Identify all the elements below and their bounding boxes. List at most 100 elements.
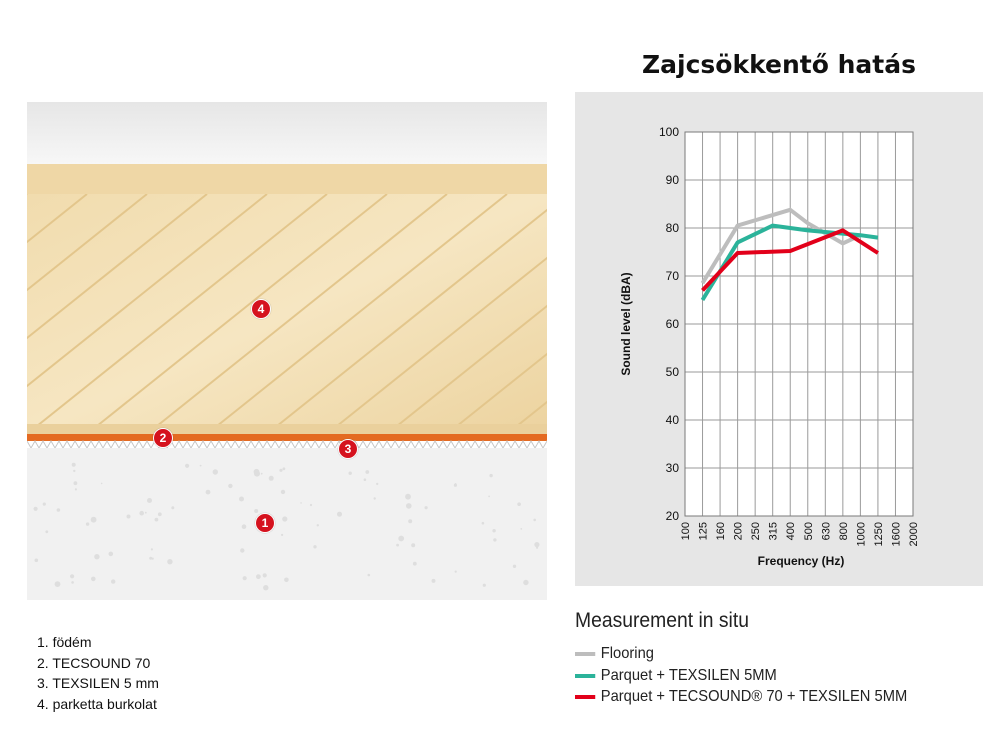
concrete-aggregate <box>365 470 370 474</box>
concrete-aggregate <box>517 502 521 507</box>
concrete-aggregate <box>405 493 411 500</box>
legend-swatch <box>575 652 596 656</box>
y-tick-label: 30 <box>666 461 680 475</box>
series-line-2 <box>700 223 879 302</box>
concrete-aggregate <box>212 469 218 475</box>
plank-seam <box>27 194 268 388</box>
legend-label: Parquet + TEXSILEN 5MM <box>600 667 777 684</box>
concrete-aggregate <box>512 564 517 568</box>
layer-badge-4: 4 <box>251 299 271 319</box>
concrete-aggregate <box>284 577 289 583</box>
y-tick-label: 50 <box>666 365 680 379</box>
plank-seam <box>27 194 328 434</box>
concrete-aggregate <box>348 471 352 475</box>
concrete-aggregate <box>74 488 77 491</box>
plank-seam <box>27 194 88 244</box>
concrete-aggregate <box>534 542 540 548</box>
legend-title: Measurement in situ <box>575 609 749 632</box>
concrete-aggregate <box>406 503 412 509</box>
concrete-aggregate <box>256 574 261 580</box>
concrete-aggregate <box>157 512 162 517</box>
concrete-aggregate <box>262 573 267 578</box>
x-tick-label: 315 <box>768 522 780 540</box>
x-tick-label: 125 <box>698 522 710 540</box>
concrete-aggregate <box>520 528 523 530</box>
x-tick-label: 1250 <box>873 522 885 546</box>
y-tick-label: 60 <box>666 317 680 331</box>
concrete-aggregate <box>108 551 114 557</box>
parquet-edge <box>27 164 547 194</box>
concrete-aggregate <box>373 497 376 500</box>
y-axis-title: Sound level (dBA) <box>619 272 633 375</box>
layer-legend-item: 3. TEXSILEN 5 mm <box>37 675 159 691</box>
concrete-aggregate <box>34 558 39 563</box>
concrete-aggregate <box>242 576 247 581</box>
concrete-aggregate <box>337 511 342 517</box>
concrete-aggregate <box>280 489 286 495</box>
concrete-aggregate <box>533 518 536 522</box>
y-tick-label: 40 <box>666 413 680 427</box>
concrete-aggregate <box>493 538 497 542</box>
concrete-aggregate <box>268 475 274 481</box>
concrete-aggregate <box>489 473 493 478</box>
series-line-1 <box>700 207 862 285</box>
concrete-aggregate <box>363 478 367 482</box>
concrete-aggregate <box>482 583 486 587</box>
legend-item-parquet-tecsound-texsilen: Parquet + TECSOUND® 70 + TEXSILEN 5MM <box>575 688 907 706</box>
wall-background <box>27 102 547 164</box>
concrete-aggregate <box>71 581 74 584</box>
series-line-3 <box>701 228 879 292</box>
y-tick-label: 90 <box>666 173 680 187</box>
plank-seam <box>446 352 547 434</box>
layer-legend-item: 2. TECSOUND 70 <box>37 654 151 671</box>
concrete-aggregate <box>90 516 97 523</box>
concrete-aggregate <box>424 506 428 510</box>
x-tick-label: 160 <box>715 522 727 540</box>
concrete-aggregate <box>91 576 96 582</box>
x-tick-label: 800 <box>838 522 850 540</box>
concrete-aggregate <box>33 506 38 511</box>
layer-badge-3: 3 <box>338 439 358 459</box>
concrete-aggregate <box>45 530 49 534</box>
y-tick-label: 70 <box>666 269 680 283</box>
plank-seam <box>326 256 547 434</box>
x-tick-label: 2000 <box>908 522 920 546</box>
plank-seam <box>86 194 388 434</box>
concrete-aggregate <box>239 496 244 502</box>
concrete-aggregate <box>454 570 457 573</box>
concrete-aggregate <box>199 464 202 467</box>
concrete-aggregate <box>376 482 379 486</box>
y-tick-label: 80 <box>666 221 680 235</box>
concrete-aggregate <box>309 503 313 507</box>
concrete-aggregate <box>149 556 153 560</box>
legend-label: Parquet + TECSOUND® 70 + TEXSILEN 5MM <box>600 688 908 705</box>
concrete-aggregate <box>260 472 263 475</box>
concrete-aggregate <box>300 502 302 504</box>
x-tick-label: 500 <box>803 522 815 540</box>
layer-legend-item: 4. parketta burkolat <box>37 695 157 712</box>
concrete-aggregate <box>281 533 284 536</box>
layer-legend-item: 1. födém <box>37 634 92 650</box>
concrete-aggregate <box>228 483 233 489</box>
concrete-aggregate <box>240 548 245 553</box>
concrete-aggregate <box>167 559 173 565</box>
texsilen-layer <box>27 439 547 450</box>
x-axis-title: Frequency (Hz) <box>758 554 845 568</box>
concrete-aggregate <box>453 483 457 487</box>
concrete-aggregate <box>171 506 175 510</box>
plank-seam <box>27 194 148 292</box>
concrete-aggregate <box>431 578 436 583</box>
x-tick-label: 630 <box>820 522 832 540</box>
legend-item-flooring: Flooring <box>575 645 654 663</box>
concrete-slab <box>27 448 547 600</box>
concrete-aggregate <box>398 535 405 542</box>
concrete-aggregate <box>54 581 61 587</box>
concrete-aggregate <box>492 529 496 533</box>
parquet-underside <box>27 424 547 434</box>
layer-badge-1: 1 <box>255 513 275 533</box>
concrete-aggregate <box>536 546 539 549</box>
concrete-aggregate <box>42 502 46 506</box>
plank-seam <box>266 208 547 434</box>
concrete-aggregate <box>254 509 259 513</box>
legend-swatch <box>575 674 596 678</box>
